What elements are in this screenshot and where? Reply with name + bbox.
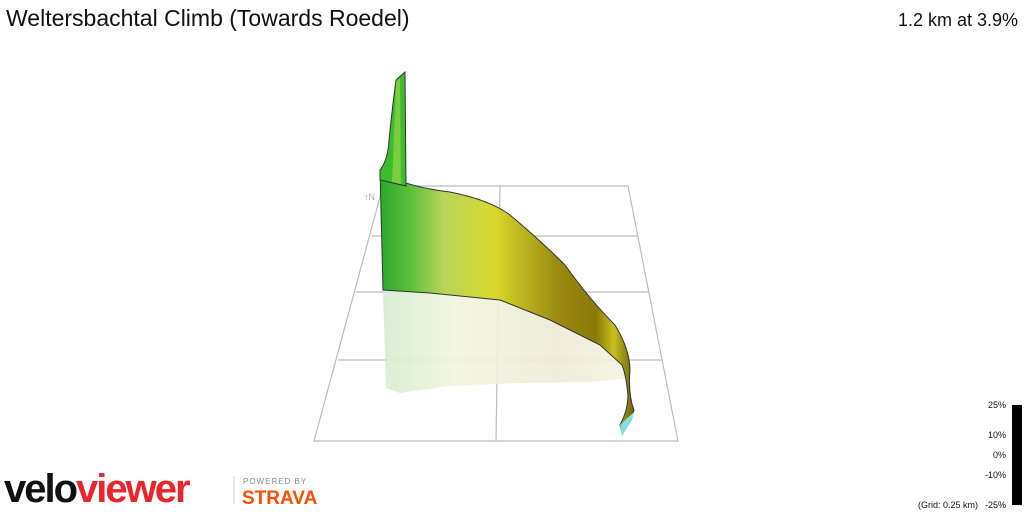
legend-label: -10%	[985, 470, 1006, 480]
legend-label: 0%	[993, 450, 1006, 460]
logo-part: velo	[4, 467, 77, 511]
profile-wall	[379, 168, 635, 433]
logo-part: viewer	[76, 467, 190, 511]
end-tip	[620, 412, 634, 436]
climb-start-inner	[392, 78, 401, 184]
powered-by: POWERED BY	[243, 477, 307, 486]
title: Weltersbachtal Climb (Towards Roedel)	[6, 5, 410, 31]
north-marker: ↑N	[364, 192, 375, 202]
grid-note: (Grid: 0.25 km)	[918, 500, 978, 510]
legend-label: 10%	[988, 430, 1006, 440]
legend-label: -25%	[985, 500, 1006, 510]
logo: veloviewer	[4, 467, 190, 511]
legend-bar	[1012, 405, 1022, 505]
legend-label: 25%	[988, 400, 1006, 410]
stats: 1.2 km at 3.9%	[898, 10, 1018, 30]
strava: STRAVA	[242, 488, 318, 509]
reflection	[383, 290, 630, 393]
